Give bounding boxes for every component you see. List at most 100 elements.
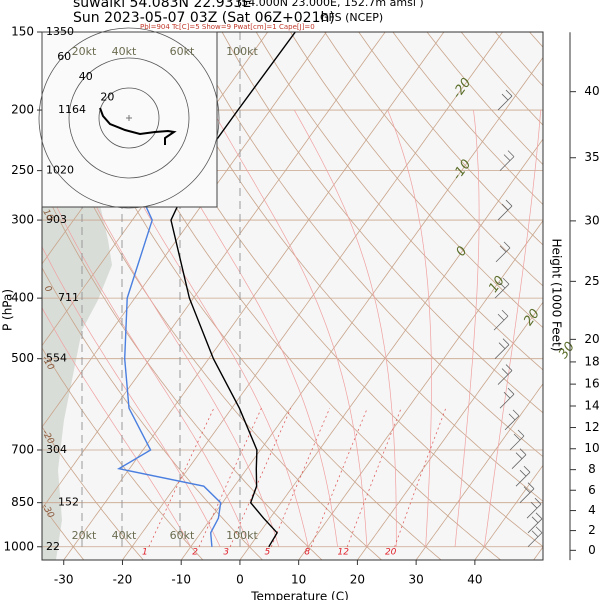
- dry-adiabat: [255, 32, 543, 371]
- x-tick-label: -30: [54, 573, 74, 587]
- mixing-ratio-label: 2: [192, 547, 198, 557]
- dry-adiabat: [119, 32, 543, 548]
- y-tick-label: 500: [11, 351, 34, 365]
- hodograph: 20 40 60: [38, 27, 220, 209]
- hodograph-ring-label: 40: [79, 70, 93, 83]
- wind-barb: [504, 409, 520, 431]
- y2-tick-label: 25: [584, 274, 599, 288]
- moist-adiabat: [42, 174, 250, 547]
- y-tick-label: 250: [11, 163, 34, 177]
- gph-label: 554: [46, 352, 67, 365]
- x-axis-label: Temperature (C): [250, 590, 349, 600]
- dry-adiabat: [153, 32, 543, 502]
- y2-tick-label: 8: [588, 462, 596, 476]
- x-tick-label: 40: [467, 573, 482, 587]
- wind-barb: [519, 482, 535, 503]
- dry-adiabat: [42, 426, 144, 560]
- wind-barb: [497, 364, 513, 385]
- isotherm: [42, 32, 386, 510]
- hodograph-ring: [98, 87, 160, 149]
- isotherm: [533, 546, 543, 560]
- x-tick-label: 10: [291, 573, 306, 587]
- y2-tick-label: 14: [584, 398, 599, 412]
- isotherm: [42, 32, 269, 347]
- wind-label: 40kt: [112, 529, 137, 542]
- moist-adiabat: [212, 109, 368, 547]
- adiabat-label: 0: [42, 284, 54, 294]
- title: suwalki 54.083N 22.933E: [73, 0, 251, 11]
- isotherm: [63, 32, 445, 560]
- wind-barb: [527, 526, 543, 548]
- moist-adiabat: [146, 109, 338, 547]
- moist-adiabat: [50, 109, 280, 547]
- y2-tick-label: 4: [588, 503, 596, 517]
- isotherm: [298, 219, 543, 560]
- mixing-ratio-line: [346, 408, 402, 547]
- y-tick-label: 150: [11, 25, 34, 39]
- wind-barb: [497, 89, 513, 111]
- dry-adiabat: [42, 504, 85, 560]
- dry-adiabat: [564, 32, 600, 560]
- y-tick-label: 300: [11, 213, 34, 227]
- y2-tick-label: 0: [588, 543, 596, 557]
- isotherm: [42, 32, 210, 265]
- dry-adiabat: [85, 32, 501, 560]
- dry-adiabat: [358, 32, 543, 246]
- x-tick-label: 20: [350, 573, 365, 587]
- indices: Pbl=904 Tc[C]=5 Show=9 Pwat[cm]=1 Cape[J…: [140, 23, 315, 31]
- location-note: (54.000N 23.000E, 152.7m amsl ): [237, 0, 424, 9]
- y2-tick-label: 16: [584, 377, 599, 391]
- y2-axis-label: Height (1000 Feet): [550, 239, 564, 352]
- dry-adiabat: [42, 184, 323, 560]
- dry-adiabat: [187, 32, 543, 458]
- mixing-ratio-line: [198, 408, 262, 547]
- y2-tick-label: 18: [584, 354, 599, 368]
- wind-barb: [499, 387, 515, 409]
- isotherm: [592, 32, 600, 560]
- wind-label: 40kt: [112, 45, 137, 58]
- isotherm: [415, 383, 543, 560]
- y2-tick-label: 12: [584, 420, 599, 434]
- gph-label: 1350: [46, 25, 74, 38]
- wind-barb: [515, 465, 531, 487]
- wind-barb: [497, 199, 513, 221]
- wind-barb: [499, 150, 515, 171]
- hodograph-ring-label: 60: [57, 50, 71, 63]
- shaded-region: [42, 195, 112, 560]
- dry-adiabat: [324, 32, 543, 287]
- mixing-ratio-line: [310, 408, 368, 547]
- mixing-ratio-label: 8: [304, 547, 310, 557]
- isotherm: [122, 32, 503, 560]
- hodograph-ring: [68, 57, 190, 179]
- x-tick-label: -10: [171, 573, 191, 587]
- wind-label: 60kt: [170, 529, 195, 542]
- dry-adiabat: [42, 97, 382, 560]
- wind-barb: [494, 277, 510, 299]
- gph-label: 903: [46, 213, 67, 226]
- dry-adiabat: [42, 266, 263, 560]
- dry-adiabat: [221, 32, 543, 414]
- wind-barb: [511, 448, 527, 469]
- wind-label: 20kt: [72, 529, 97, 542]
- gph-label: 152: [58, 496, 79, 509]
- y2-tick-label: 40: [584, 84, 599, 98]
- moist-adiabat: [484, 110, 542, 547]
- y-tick-label: 850: [11, 495, 34, 509]
- y-tick-label: 200: [11, 103, 34, 117]
- hodograph-ring: [38, 27, 220, 209]
- wind-label: 60kt: [170, 45, 195, 58]
- wind-label: 20kt: [72, 45, 97, 58]
- wind-barb: [509, 429, 525, 451]
- y2-tick-label: 10: [584, 441, 599, 455]
- moist-adiabat: [454, 110, 480, 547]
- gph-label: 1164: [58, 103, 86, 116]
- dry-adiabat: [50, 32, 442, 560]
- y-axis-label: P (hPa): [1, 289, 15, 331]
- x-tick-label: 0: [236, 573, 244, 587]
- background-lines: [42, 32, 600, 560]
- hodograph-cross: [126, 115, 132, 121]
- model: GFS (NCEP): [320, 11, 383, 24]
- y2-tick-label: 30: [584, 213, 599, 227]
- mixing-ratio-label: 3: [223, 547, 229, 557]
